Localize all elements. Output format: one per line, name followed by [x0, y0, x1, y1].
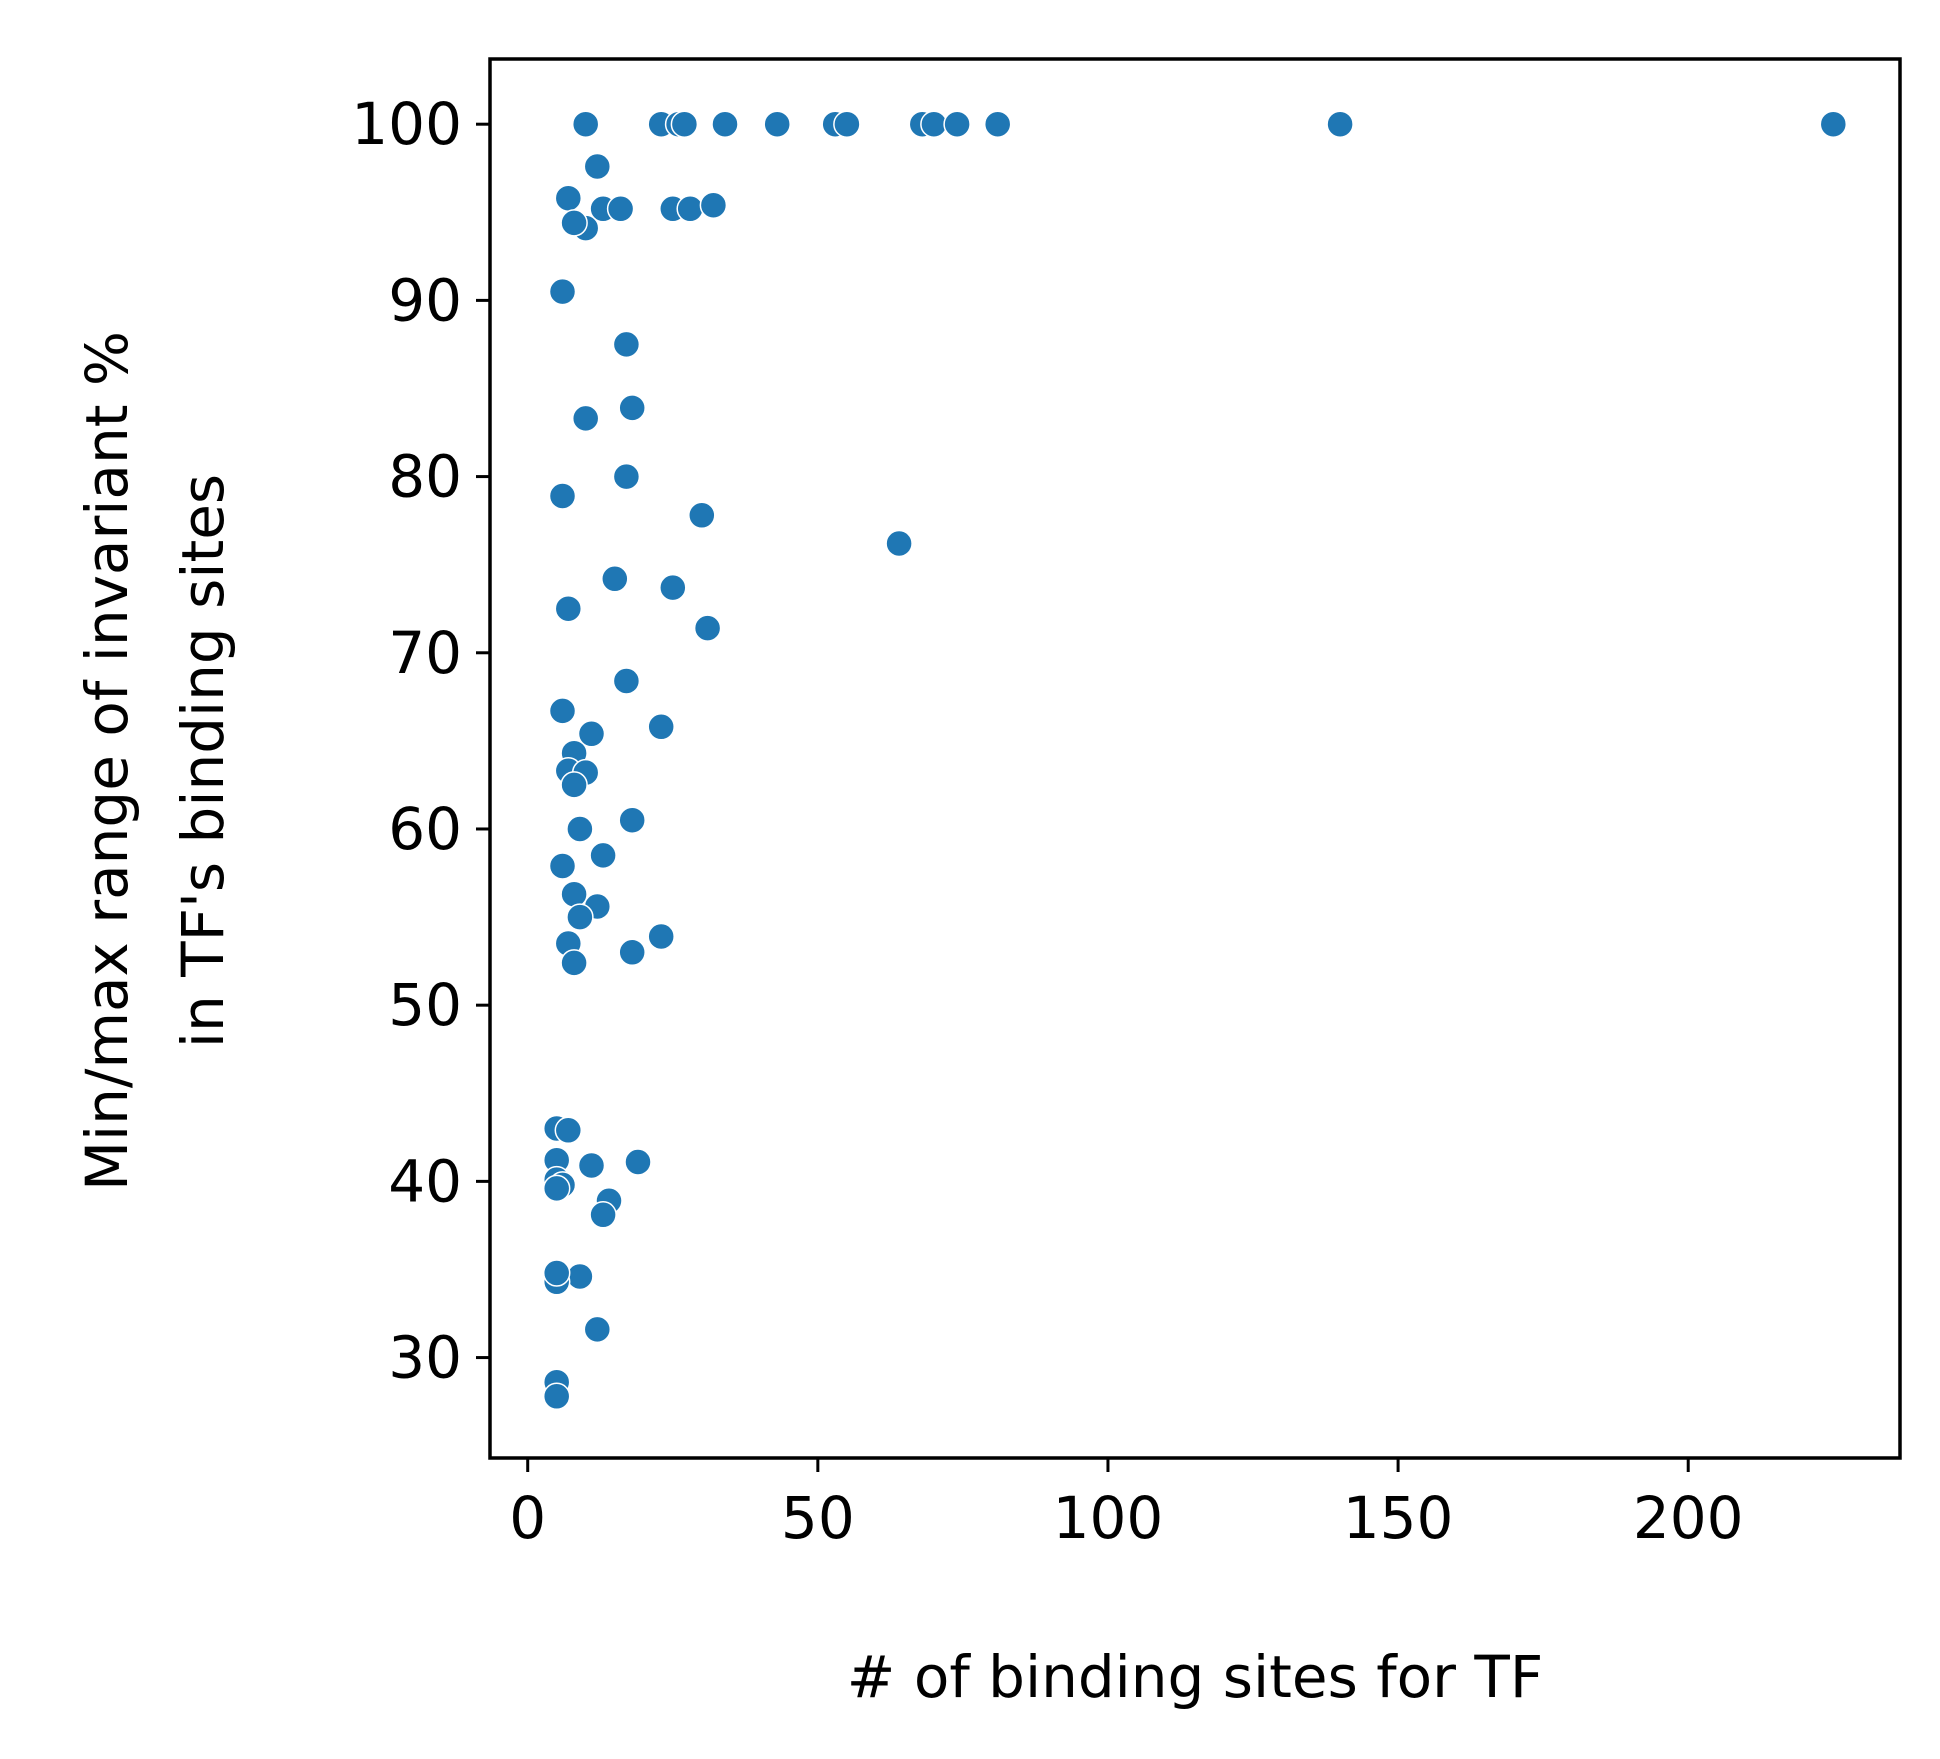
y-tick-label: 30 [388, 1324, 462, 1392]
data-point [693, 614, 722, 642]
x-tick-label: 200 [1633, 1484, 1744, 1552]
data-point [548, 277, 577, 306]
data-point [670, 110, 699, 138]
data-point [560, 880, 588, 908]
data-point [548, 697, 577, 725]
data-point [548, 852, 577, 880]
data-point [624, 1148, 652, 1176]
y-tick-label: 50 [388, 971, 462, 1039]
data-point [542, 1259, 571, 1287]
data-point [659, 573, 687, 602]
data-points [542, 110, 1848, 1411]
data-point [542, 1382, 571, 1411]
data-point [711, 110, 739, 138]
y-tick-label: 80 [388, 443, 462, 511]
data-point [589, 1201, 617, 1229]
data-point [676, 195, 704, 223]
x-axis-label: # of binding sites for TF [847, 1643, 1543, 1711]
data-point [566, 903, 594, 931]
data-point [688, 501, 716, 530]
data-point [647, 713, 675, 741]
y-tick-label: 70 [388, 619, 462, 687]
data-point [763, 110, 791, 138]
data-point [560, 209, 588, 237]
data-point [589, 841, 617, 870]
data-point [571, 110, 600, 138]
data-point [542, 1174, 571, 1203]
x-tick-label: 100 [1053, 1484, 1164, 1552]
y-axis-ticks: 30 40 50 60 70 80 90 100 [351, 90, 490, 1392]
y-axis-label-line-2: in TF's binding sites [169, 474, 237, 1048]
x-tick-label: 0 [509, 1484, 546, 1552]
y-tick-label: 90 [388, 266, 462, 334]
x-tick-label: 150 [1343, 1484, 1454, 1552]
data-point [1819, 110, 1848, 138]
axes-frame [488, 57, 1902, 1460]
data-point [885, 529, 913, 558]
y-tick-label: 40 [388, 1147, 462, 1215]
data-point [571, 404, 600, 433]
plot-area [488, 57, 1902, 1460]
data-point [554, 184, 583, 212]
data-point [699, 191, 728, 219]
data-point [560, 949, 588, 977]
y-tick-label: 60 [388, 795, 462, 863]
data-point [833, 110, 861, 138]
data-point [601, 565, 629, 593]
data-point [583, 1315, 612, 1344]
data-point [612, 330, 641, 359]
data-point [554, 1116, 583, 1145]
data-point [606, 195, 635, 223]
data-point [618, 394, 646, 422]
y-tick-label: 100 [351, 90, 462, 158]
y-axis-label: Min/max range of invariant % in TF's bin… [73, 331, 237, 1191]
data-point [612, 462, 641, 491]
data-point [577, 1151, 606, 1180]
data-point [983, 110, 1012, 138]
data-point [577, 720, 606, 748]
data-point [920, 110, 948, 138]
data-point [566, 815, 594, 843]
data-point [1326, 110, 1354, 138]
data-point [583, 152, 612, 181]
x-axis-ticks: 0 50 100 150 200 [509, 1458, 1744, 1552]
data-point [612, 667, 641, 695]
data-point [554, 594, 583, 623]
data-point [618, 806, 646, 834]
data-point [566, 1262, 594, 1291]
y-axis-label-line-1: Min/max range of invariant % [73, 331, 141, 1191]
x-tick-label: 50 [781, 1484, 855, 1552]
data-point [548, 482, 577, 510]
data-point [618, 938, 646, 967]
data-point [560, 771, 588, 799]
data-point [647, 922, 675, 951]
data-point [943, 110, 971, 138]
